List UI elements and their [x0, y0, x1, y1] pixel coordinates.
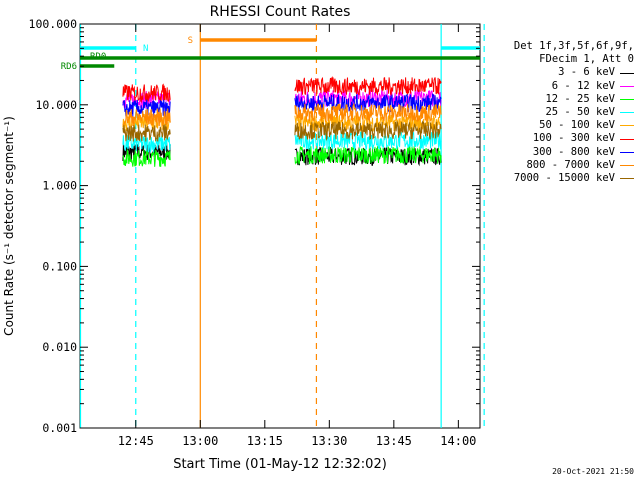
- x-tick-label: 13:30: [311, 434, 347, 448]
- axis-ticks: 0.001 0.010 0.100 1.000 10.000 100.000 12:45 13…: [29, 17, 480, 448]
- x-tick-label: 13:45: [376, 434, 412, 448]
- legend-swatch: [620, 112, 634, 114]
- legend-swatch: [620, 72, 634, 74]
- series-trace-800-7000-kev: [294, 102, 442, 123]
- x-tick-label: 13:00: [182, 434, 218, 448]
- legend-entry: 6 - 12 keV: [484, 80, 634, 93]
- x-tick-label: 14:00: [440, 434, 476, 448]
- y-axis-label: Count Rate (s⁻¹ detector segment⁻¹): [2, 116, 16, 336]
- attenuator-flags: N S RD0 RD6: [61, 36, 480, 72]
- series-trace-7000-15000-kev: [294, 120, 442, 142]
- legend-swatch: [620, 85, 634, 87]
- x-tick-label: 12:45: [118, 434, 154, 448]
- legend-entry-label: 6 - 12 keV: [551, 79, 615, 92]
- y-tick-label: 1.000: [42, 179, 77, 193]
- legend-entry: 7000 - 15000 keV: [484, 172, 634, 185]
- legend-entry: 800 - 7000 keV: [484, 159, 634, 172]
- legend-header-line1: Det 1f,3f,5f,6f,9f,: [513, 40, 634, 52]
- y-tick-label: 0.100: [42, 259, 77, 273]
- generated-timestamp: 20-Oct-2021 21:50: [552, 467, 634, 476]
- legend-swatch: [620, 125, 634, 127]
- legend-entry: 50 - 100 keV: [484, 119, 634, 132]
- chart-title: RHESSI Count Rates: [210, 4, 351, 20]
- legend-entry-label: 3 - 6 keV: [558, 66, 615, 79]
- series-trace-25-50-kev: [294, 130, 442, 151]
- series-trace-300-800-kev: [294, 92, 442, 114]
- legend-swatch: [620, 98, 634, 100]
- x-tick-label: 13:15: [247, 434, 283, 448]
- series-trace-100-300-kev: [122, 83, 171, 103]
- series-trace-6-12-kev: [294, 88, 442, 108]
- y-tick-label: 0.010: [42, 340, 77, 354]
- legend-entry: 3 - 6 keV: [484, 66, 634, 79]
- y-tick-label: 0.001: [42, 421, 77, 435]
- legend-entry-label: 25 - 50 keV: [545, 106, 615, 119]
- y-tick-label: 100.000: [29, 17, 78, 31]
- series-group: [122, 75, 442, 167]
- legend-entry: 300 - 800 keV: [484, 146, 634, 159]
- series-trace-300-800-kev: [122, 99, 171, 118]
- legend-entry: 25 - 50 keV: [484, 106, 634, 119]
- series-trace-12-25-kev: [122, 149, 171, 167]
- legend-entry-label: 100 - 300 keV: [532, 132, 615, 145]
- flag-label-rd0: RD0: [90, 52, 106, 62]
- legend-swatch: [620, 151, 634, 153]
- flag-label-rd6: RD6: [61, 62, 77, 72]
- legend: Det 1f,3f,5f,6f,9f, FDecim 1, Att 0 3 - …: [484, 40, 634, 185]
- legend-entry: 12 - 25 keV: [484, 93, 634, 106]
- legend-entry-label: 300 - 800 keV: [532, 145, 615, 158]
- legend-swatch: [620, 178, 634, 180]
- flag-label-s: S: [188, 36, 193, 46]
- y-tick-label: 10.000: [35, 98, 77, 112]
- flag-label-n: N: [143, 44, 148, 54]
- legend-swatch: [620, 164, 634, 166]
- legend-entry-label: 7000 - 15000 keV: [513, 172, 615, 185]
- legend-entry-label: 50 - 100 keV: [539, 119, 615, 132]
- legend-header-line2: FDecim 1, Att 0: [539, 53, 634, 66]
- series-trace-800-7000-kev: [122, 108, 171, 128]
- legend-entry-label: 800 - 7000 keV: [526, 158, 615, 171]
- legend-entry-label: 12 - 25 keV: [545, 92, 615, 105]
- series-trace-12-25-kev: [294, 144, 442, 166]
- series-trace-100-300-kev: [294, 75, 442, 97]
- x-axis-label: Start Time (01-May-12 12:32:02): [173, 457, 387, 472]
- legend-swatch: [620, 138, 634, 140]
- legend-entry: 100 - 300 keV: [484, 132, 634, 145]
- series-trace-7000-15000-kev: [122, 124, 171, 142]
